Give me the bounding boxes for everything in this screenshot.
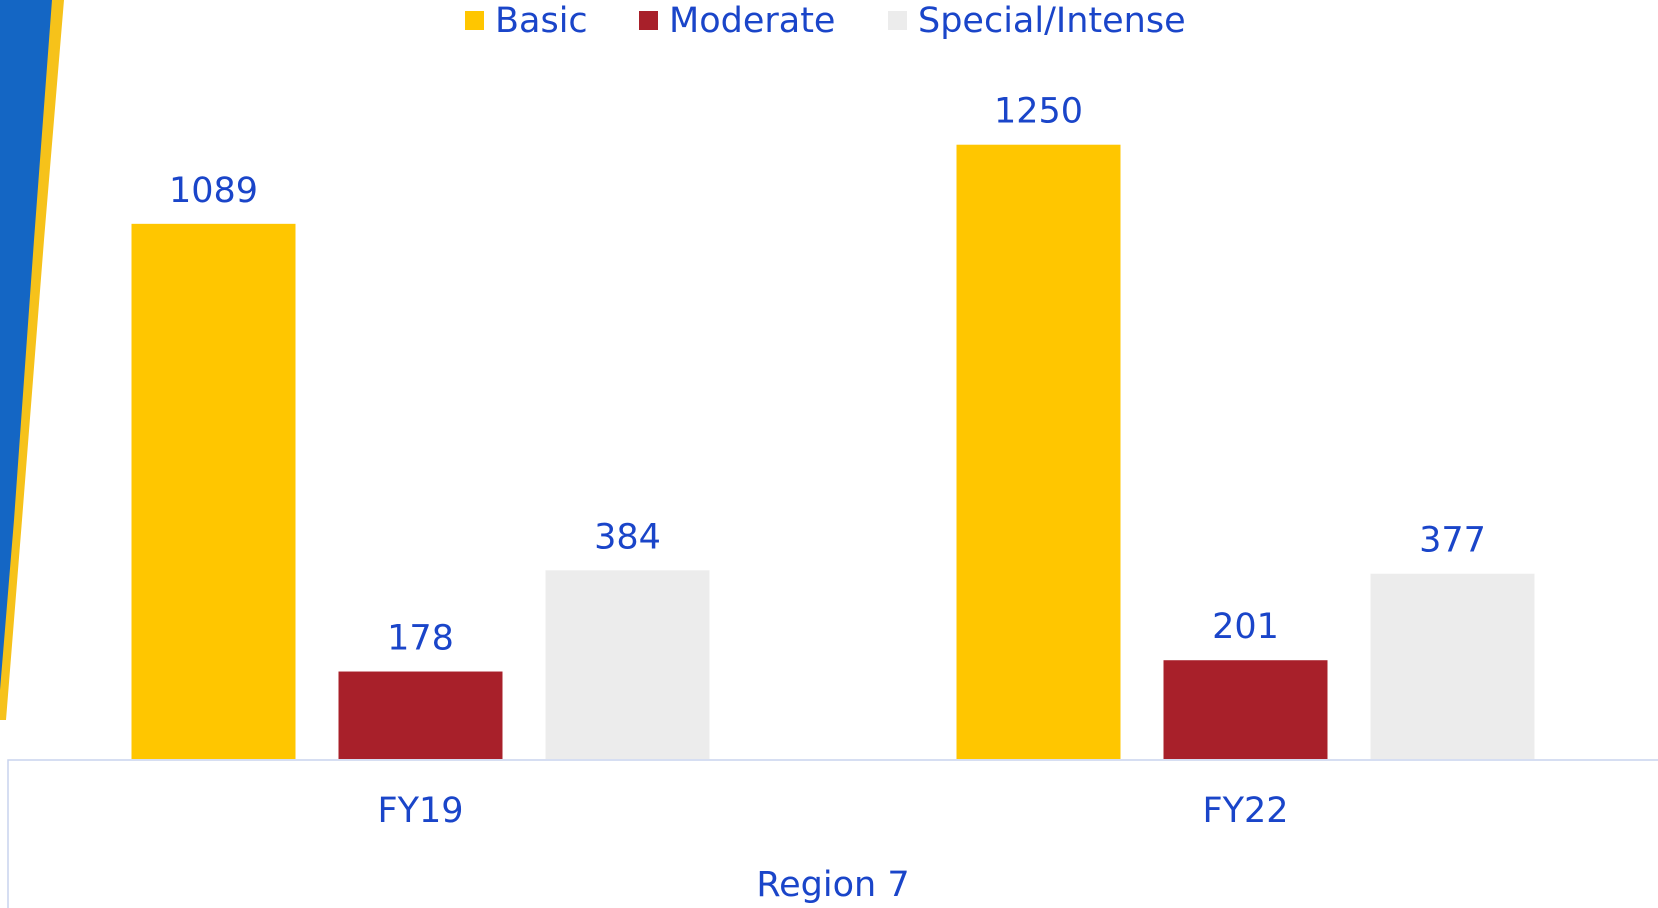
- axis-box: [7, 759, 1658, 908]
- bar: [1163, 660, 1328, 759]
- data-label: 1089: [169, 171, 258, 211]
- data-label: 178: [387, 619, 454, 659]
- legend-label: Special/Intense: [918, 1, 1186, 41]
- legend-label: Basic: [495, 1, 588, 41]
- legend-swatch: [465, 11, 484, 30]
- legend-swatch: [888, 11, 907, 30]
- data-label: 377: [1419, 521, 1486, 561]
- legend-label: Moderate: [669, 1, 835, 41]
- data-label: 384: [594, 517, 661, 557]
- bar: [131, 223, 296, 759]
- x-tick-label: FY22: [1202, 791, 1288, 831]
- x-tick-label: FY19: [377, 791, 463, 831]
- bar: [545, 570, 710, 759]
- legend-swatch: [639, 11, 658, 30]
- x-axis-title: Region 7: [756, 865, 909, 905]
- data-label: 201: [1212, 607, 1279, 647]
- bar: [956, 144, 1121, 759]
- bar: [338, 671, 503, 759]
- bar: [1370, 573, 1535, 759]
- data-label: 1250: [994, 92, 1083, 132]
- decor-stripe: [0, 0, 64, 720]
